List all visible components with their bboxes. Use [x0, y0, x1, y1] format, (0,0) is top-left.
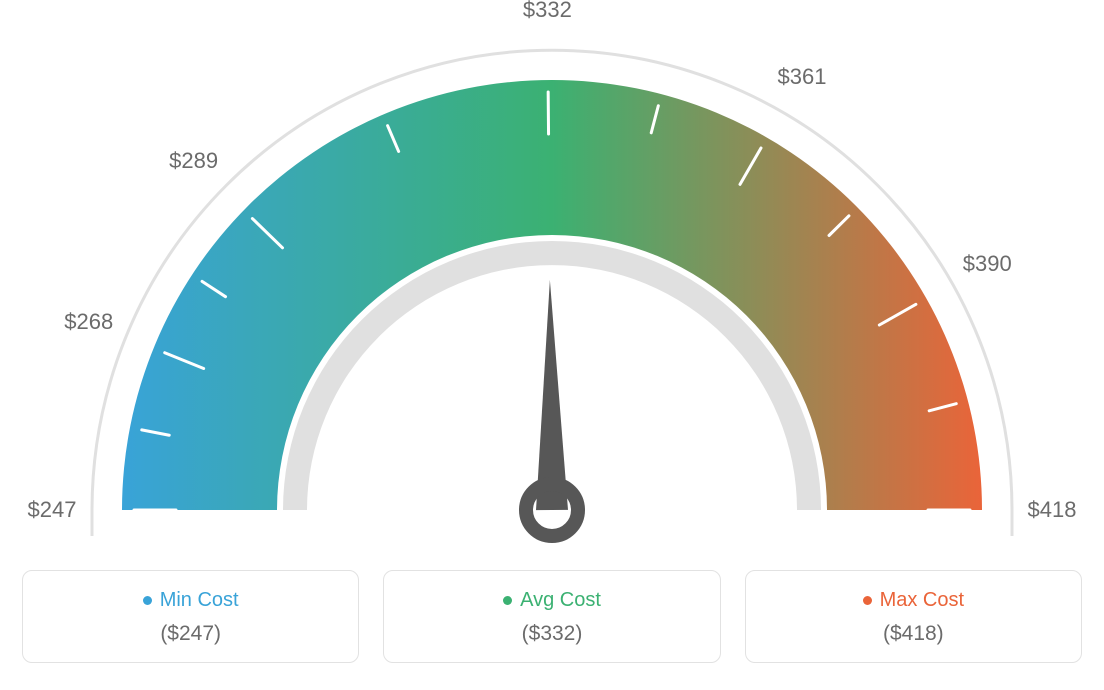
- gauge-tick-label: $332: [523, 0, 572, 23]
- legend-label-max: Max Cost: [880, 589, 964, 612]
- gauge-chart: $247 $268 $289 $332 $361 $390 $418: [0, 0, 1104, 560]
- legend-card-max: Max Cost ($418): [745, 570, 1082, 663]
- legend-row: Min Cost ($247) Avg Cost ($332) Max Cost…: [22, 570, 1082, 663]
- legend-value-avg: ($332): [384, 622, 719, 646]
- legend-label-min: Min Cost: [160, 589, 239, 612]
- gauge-tick-label: $418: [1028, 497, 1077, 523]
- legend-dot-avg: [503, 596, 512, 605]
- legend-card-min: Min Cost ($247): [22, 570, 359, 663]
- legend-label-avg: Avg Cost: [520, 589, 601, 612]
- legend-dot-max: [863, 596, 872, 605]
- gauge-tick-label: $390: [963, 251, 1012, 277]
- legend-value-min: ($247): [23, 622, 358, 646]
- gauge-tick-label: $247: [28, 497, 77, 523]
- legend-title-avg: Avg Cost: [503, 589, 601, 612]
- legend-value-max: ($418): [746, 622, 1081, 646]
- legend-title-max: Max Cost: [863, 589, 964, 612]
- gauge-tick-label: $268: [64, 309, 113, 335]
- gauge-tick-label: $361: [778, 64, 827, 90]
- gauge-svg: [0, 0, 1104, 560]
- legend-title-min: Min Cost: [143, 589, 239, 612]
- legend-dot-min: [143, 596, 152, 605]
- legend-card-avg: Avg Cost ($332): [383, 570, 720, 663]
- gauge-tick-label: $289: [169, 148, 218, 174]
